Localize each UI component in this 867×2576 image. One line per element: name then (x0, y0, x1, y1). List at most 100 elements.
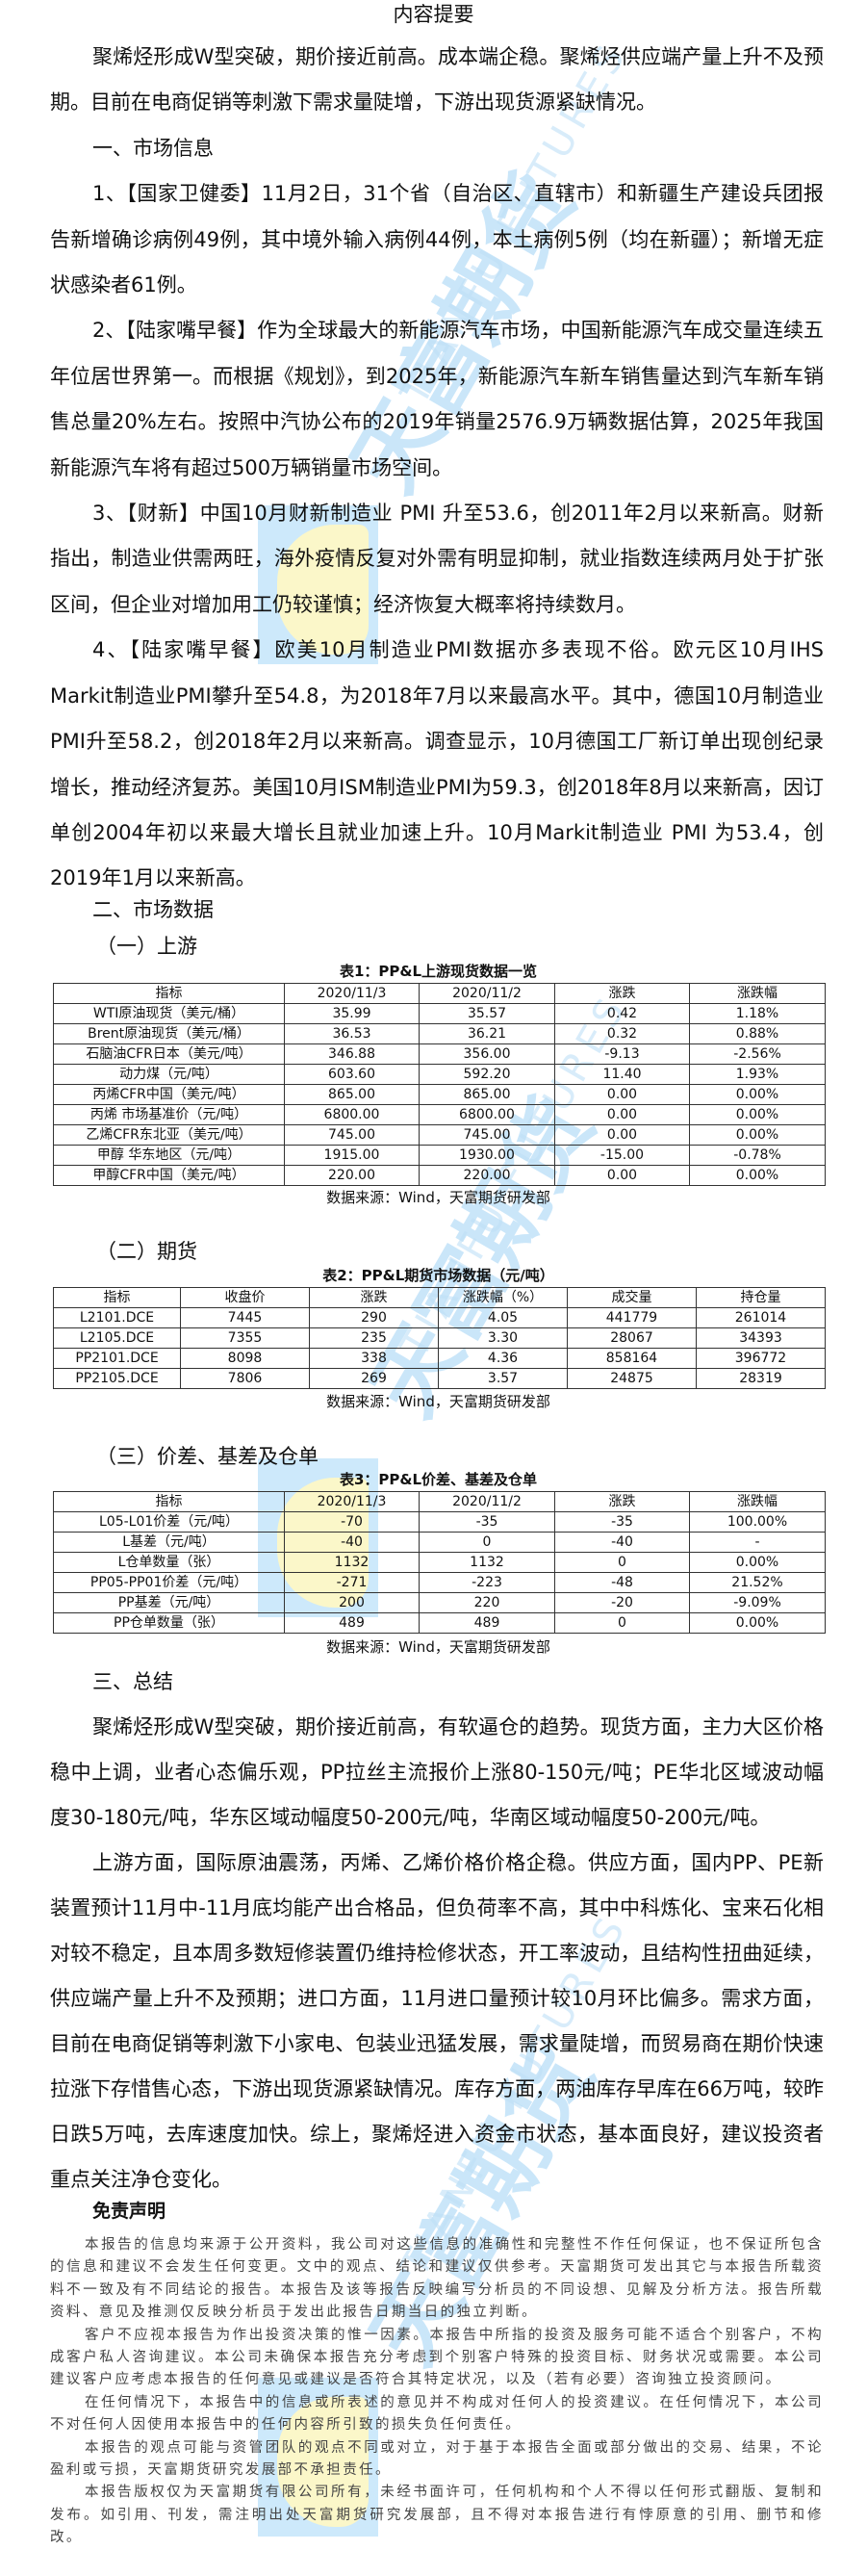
table-cell: 0.00% (689, 1084, 826, 1105)
column-header: 涨跌 (554, 1491, 690, 1512)
column-header: 涨跌幅 (689, 1491, 826, 1512)
column-header: 指标 (53, 1287, 181, 1308)
table-cell: 0 (419, 1532, 555, 1553)
table-row: PP基差（元/吨） 200 220 -20 -9.09% (53, 1592, 826, 1613)
table-cell: 0.00 (554, 1104, 690, 1125)
row-label: PP2101.DCE (53, 1348, 181, 1369)
table-cell: 1.93% (689, 1064, 826, 1085)
table-cell: 0.00% (689, 1124, 826, 1146)
table-cell: 11.40 (554, 1064, 690, 1085)
table-cell: 0.00 (554, 1124, 690, 1146)
table-cell: 200 (284, 1592, 420, 1613)
table-row: 动力煤（元/吨） 603.60 592.20 11.40 1.93% (53, 1064, 826, 1085)
table-row: 甲醇CFR中国（美元/吨） 220.00 220.00 0.00 0.00% (53, 1165, 826, 1186)
table-cell: -48 (554, 1572, 690, 1593)
row-label: 丙烯 市场基准价（元/吨） (53, 1104, 285, 1125)
table-cell: -20 (554, 1592, 690, 1613)
table-cell: 0.00 (554, 1165, 690, 1186)
row-label: 乙烯CFR东北亚（美元/吨） (53, 1124, 285, 1146)
table-row: 甲醇 华东地区（元/吨） 1915.00 1930.00 -15.00 -0.78% (53, 1145, 826, 1166)
table-cell: 3.30 (438, 1327, 568, 1349)
row-label: L2105.DCE (53, 1327, 181, 1349)
subsection-heading: （三）价差、基差及仓单 (96, 1445, 319, 1468)
row-label: L仓单数量（张） (53, 1552, 285, 1573)
disclaimer-paragraph: 在任何情况下，本报告中的信息或所表述的意见并不构成对任何人的投资建议。在任何情况… (50, 2394, 824, 2434)
table-caption: 表3：PP&L价差、基差及仓单 (339, 1471, 538, 1488)
table-row: Brent原油现货（美元/桶） 36.53 36.21 0.32 0.88% (53, 1023, 826, 1044)
table-cell: 34393 (696, 1327, 826, 1349)
column-header: 2020/11/2 (419, 1491, 555, 1512)
column-header: 收盘价 (180, 1287, 310, 1308)
table-cell: 745.00 (284, 1124, 420, 1146)
section-heading: 一、市场信息 (92, 136, 214, 160)
table-cell: 0.00% (689, 1612, 826, 1634)
table-cell: 356.00 (419, 1043, 555, 1065)
table-cell: 1132 (284, 1552, 420, 1573)
summary-paragraph: 聚烯烃形成W型突破，期价接近前高。成本端企稳。聚烯烃供应端产量上升不及预期。目前… (50, 45, 824, 115)
news-item: 1、【国家卫健委】11月2日，31个省（自治区、直辖市）和新疆生产建设兵团报告新… (50, 182, 824, 297)
table-cell: 0 (554, 1552, 690, 1573)
table-cell: -40 (554, 1532, 690, 1553)
table-cell: 290 (309, 1307, 439, 1328)
table-caption: 表1：PP&L上游现货数据一览 (339, 963, 538, 980)
table-caption: 表2：PP&L期货市场数据（元/吨） (322, 1267, 554, 1284)
table-cell: 858164 (567, 1348, 697, 1369)
row-label: L基差（元/吨） (53, 1532, 285, 1553)
table-row: PP2101.DCE 8098 338 4.36 858164 396772 (53, 1348, 826, 1369)
row-label: L05-L01价差（元/吨） (53, 1511, 285, 1533)
row-label: PP2105.DCE (53, 1368, 181, 1389)
disclaimer-paragraph: 客户不应视本报告为作出投资决策的惟一因素。本报告中所指的投资及服务可能不适合个别… (50, 2327, 824, 2388)
table-cell: 0.88% (689, 1023, 826, 1044)
table-row: PP仓单数量（张） 489 489 0 0.00% (53, 1612, 826, 1634)
table-cell: 0.00% (689, 1552, 826, 1573)
row-label: 甲醇CFR中国（美元/吨） (53, 1165, 285, 1186)
column-header: 指标 (53, 1491, 285, 1512)
table-row: L05-L01价差（元/吨） -70 -35 -35 100.00% (53, 1511, 826, 1533)
table-row: L基差（元/吨） -40 0 -40- (53, 1532, 826, 1553)
table-cell: -271 (284, 1572, 420, 1593)
table-header-row: 指标 收盘价 涨跌 涨跌幅（%） 成交量 持仓量 (53, 1287, 826, 1308)
table-cell: 338 (309, 1348, 439, 1369)
table-cell: 0 (554, 1612, 690, 1634)
table-cell: -70 (284, 1511, 420, 1533)
disclaimer: 本报告的信息均来源于公开资料，我公司对这些信息的准确性和完整性不作任何保证，也不… (50, 2234, 824, 2550)
column-header: 涨跌幅（%） (438, 1287, 568, 1308)
section-market-info: 聚烯烃形成W型突破，期价接近前高。成本端企稳。聚烯烃供应端产量上升不及预期。目前… (50, 35, 824, 902)
table-cell: 489 (284, 1612, 420, 1634)
data-source: 数据来源：Wind，天富期货研发部 (326, 1638, 550, 1656)
column-header: 成交量 (567, 1287, 697, 1308)
column-header: 2020/11/3 (284, 983, 420, 1004)
table-cell: -0.78% (689, 1145, 826, 1166)
table-cell: 603.60 (284, 1064, 420, 1085)
table-cell: 7806 (180, 1368, 310, 1389)
table-cell: 24875 (567, 1368, 697, 1389)
table-cell: 100.00% (689, 1511, 826, 1533)
news-item: 2、【陆家嘴早餐】作为全球最大的新能源汽车市场，中国新能源汽车成交量连续五年位居… (50, 319, 824, 479)
table-cell: 28067 (567, 1327, 697, 1349)
table-cell: 6800.00 (284, 1104, 420, 1125)
table-header-row: 指标 2020/11/3 2020/11/2 涨跌 涨跌幅 (53, 1491, 826, 1512)
table-row: WTI原油现货（美元/桶） 35.99 35.57 0.42 1.18% (53, 1003, 826, 1024)
table-cell: 865.00 (419, 1084, 555, 1105)
disclaimer-title: 免责声明 (92, 2201, 166, 2222)
table-cell: 0.42 (554, 1003, 690, 1024)
table-cell: -2.56% (689, 1043, 826, 1065)
row-label: Brent原油现货（美元/桶） (53, 1023, 285, 1044)
column-header: 2020/11/2 (419, 983, 555, 1004)
table-row: PP2105.DCE 7806 269 3.57 24875 28319 (53, 1368, 826, 1389)
news-item: 4、【陆家嘴早餐】欧美10月制造业PMI数据亦多表现不俗。欧元区10月IHS M… (50, 638, 824, 890)
row-label: PP基差（元/吨） (53, 1592, 285, 1613)
table-cell: 7445 (180, 1307, 310, 1328)
row-label: 丙烯CFR中国（美元/吨） (53, 1084, 285, 1105)
data-source: 数据来源：Wind，天富期货研发部 (326, 1189, 550, 1206)
table-cell: 745.00 (419, 1124, 555, 1146)
table-cell: 1132 (419, 1552, 555, 1573)
section-summary: 聚烯烃形成W型突破，期价接近前高，有软逼仓的趋势。现货方面，主力大区价格稳中上调… (50, 1705, 824, 2202)
table-cell: 220 (419, 1592, 555, 1613)
table-cell: 1915.00 (284, 1145, 420, 1166)
table-cell: -35 (419, 1511, 555, 1533)
row-label: L2101.DCE (53, 1307, 181, 1328)
table-cell: 8098 (180, 1348, 310, 1369)
table-row: 丙烯CFR中国（美元/吨） 865.00 865.00 0.00 0.00% (53, 1084, 826, 1105)
table-cell: 220.00 (419, 1165, 555, 1186)
